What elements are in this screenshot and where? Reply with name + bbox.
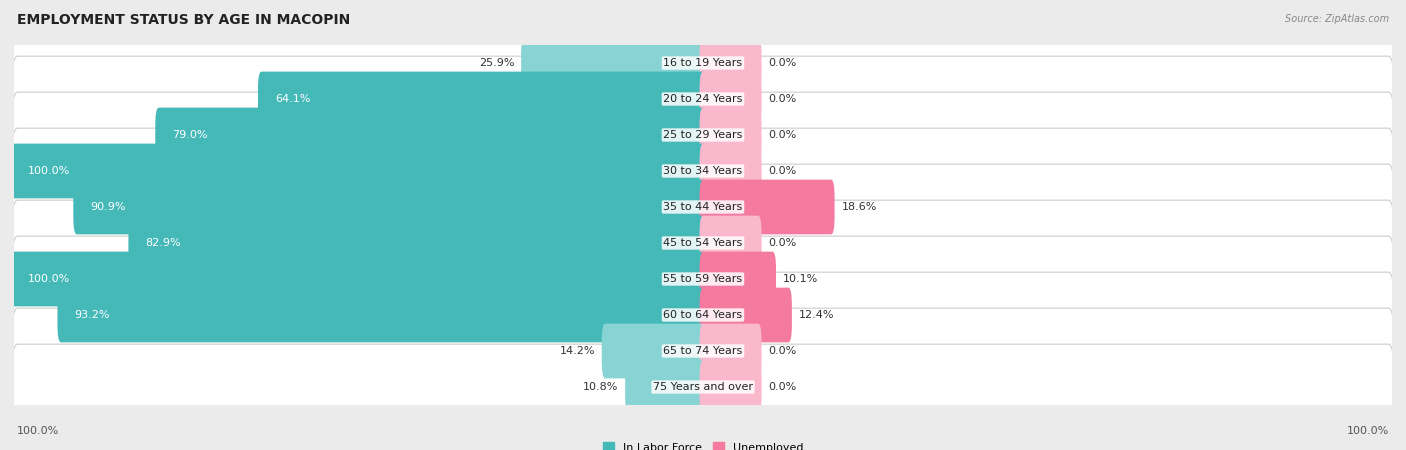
Text: 60 to 64 Years: 60 to 64 Years [664, 310, 742, 320]
Text: 75 Years and over: 75 Years and over [652, 382, 754, 392]
Text: 25 to 29 Years: 25 to 29 Years [664, 130, 742, 140]
FancyBboxPatch shape [257, 72, 706, 126]
FancyBboxPatch shape [626, 360, 706, 414]
Text: 45 to 54 Years: 45 to 54 Years [664, 238, 742, 248]
Text: 65 to 74 Years: 65 to 74 Years [664, 346, 742, 356]
Text: 100.0%: 100.0% [1347, 427, 1389, 436]
Text: 82.9%: 82.9% [146, 238, 181, 248]
FancyBboxPatch shape [13, 200, 1393, 286]
FancyBboxPatch shape [11, 252, 706, 306]
FancyBboxPatch shape [700, 180, 835, 234]
Text: 0.0%: 0.0% [769, 94, 797, 104]
Text: 0.0%: 0.0% [769, 166, 797, 176]
FancyBboxPatch shape [13, 344, 1393, 430]
Text: 18.6%: 18.6% [841, 202, 877, 212]
Text: 0.0%: 0.0% [769, 382, 797, 392]
FancyBboxPatch shape [13, 164, 1393, 250]
Text: 0.0%: 0.0% [769, 58, 797, 68]
Text: EMPLOYMENT STATUS BY AGE IN MACOPIN: EMPLOYMENT STATUS BY AGE IN MACOPIN [17, 14, 350, 27]
FancyBboxPatch shape [700, 72, 762, 126]
Text: 0.0%: 0.0% [769, 130, 797, 140]
FancyBboxPatch shape [602, 324, 706, 378]
Text: Source: ZipAtlas.com: Source: ZipAtlas.com [1285, 14, 1389, 23]
Text: 64.1%: 64.1% [276, 94, 311, 104]
Text: 100.0%: 100.0% [28, 274, 70, 284]
Legend: In Labor Force, Unemployed: In Labor Force, Unemployed [598, 438, 808, 450]
Text: 16 to 19 Years: 16 to 19 Years [664, 58, 742, 68]
Text: 55 to 59 Years: 55 to 59 Years [664, 274, 742, 284]
Text: 35 to 44 Years: 35 to 44 Years [664, 202, 742, 212]
Text: 10.8%: 10.8% [583, 382, 619, 392]
FancyBboxPatch shape [13, 56, 1393, 142]
FancyBboxPatch shape [13, 20, 1393, 106]
Text: 100.0%: 100.0% [17, 427, 59, 436]
FancyBboxPatch shape [13, 308, 1393, 394]
FancyBboxPatch shape [155, 108, 706, 162]
FancyBboxPatch shape [13, 128, 1393, 214]
FancyBboxPatch shape [700, 288, 792, 342]
FancyBboxPatch shape [13, 236, 1393, 322]
Text: 12.4%: 12.4% [799, 310, 834, 320]
FancyBboxPatch shape [522, 36, 706, 90]
FancyBboxPatch shape [700, 144, 762, 198]
FancyBboxPatch shape [700, 216, 762, 270]
Text: 93.2%: 93.2% [75, 310, 110, 320]
FancyBboxPatch shape [700, 108, 762, 162]
FancyBboxPatch shape [128, 216, 706, 270]
Text: 14.2%: 14.2% [560, 346, 595, 356]
Text: 30 to 34 Years: 30 to 34 Years [664, 166, 742, 176]
FancyBboxPatch shape [700, 360, 762, 414]
FancyBboxPatch shape [13, 272, 1393, 358]
Text: 79.0%: 79.0% [173, 130, 208, 140]
FancyBboxPatch shape [13, 92, 1393, 178]
Text: 10.1%: 10.1% [783, 274, 818, 284]
Text: 0.0%: 0.0% [769, 238, 797, 248]
FancyBboxPatch shape [73, 180, 706, 234]
FancyBboxPatch shape [700, 324, 762, 378]
Text: 90.9%: 90.9% [90, 202, 127, 212]
FancyBboxPatch shape [11, 144, 706, 198]
Text: 20 to 24 Years: 20 to 24 Years [664, 94, 742, 104]
Text: 0.0%: 0.0% [769, 346, 797, 356]
Text: 25.9%: 25.9% [478, 58, 515, 68]
Text: 100.0%: 100.0% [28, 166, 70, 176]
FancyBboxPatch shape [700, 252, 776, 306]
FancyBboxPatch shape [58, 288, 706, 342]
FancyBboxPatch shape [700, 36, 762, 90]
